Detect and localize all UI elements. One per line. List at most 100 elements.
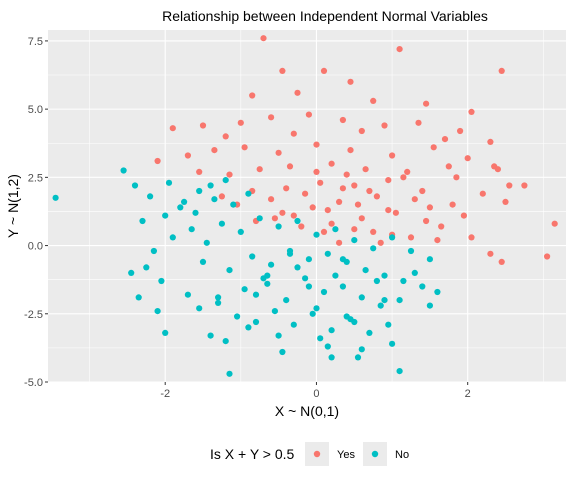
point-yes bbox=[358, 215, 365, 222]
point-yes bbox=[199, 122, 207, 129]
point-yes bbox=[430, 144, 437, 151]
point-no bbox=[328, 354, 335, 361]
point-yes bbox=[498, 67, 505, 74]
point-no bbox=[305, 256, 312, 263]
major-gridlines bbox=[48, 30, 566, 383]
point-yes bbox=[268, 114, 275, 121]
point-yes bbox=[313, 168, 320, 175]
point-yes bbox=[249, 92, 256, 99]
point-no bbox=[313, 305, 320, 312]
legend-title: Is X + Y > 0.5 bbox=[210, 446, 295, 462]
point-yes bbox=[438, 223, 445, 230]
point-no bbox=[305, 283, 312, 290]
point-yes bbox=[351, 182, 358, 189]
point-no bbox=[135, 294, 142, 301]
point-no bbox=[343, 313, 350, 320]
point-yes bbox=[328, 160, 335, 167]
point-yes bbox=[366, 187, 373, 195]
y-axis-title: Y ~ N(1,2) bbox=[5, 174, 21, 238]
point-no bbox=[385, 321, 392, 328]
point-yes bbox=[305, 111, 312, 118]
point-yes bbox=[317, 179, 324, 186]
point-no bbox=[328, 327, 335, 334]
point-no bbox=[426, 302, 433, 309]
point-yes bbox=[343, 171, 350, 178]
point-no bbox=[279, 348, 286, 356]
point-yes bbox=[283, 185, 290, 192]
point-no bbox=[396, 368, 403, 375]
point-no bbox=[199, 258, 207, 265]
point-yes bbox=[309, 204, 316, 211]
point-no bbox=[177, 204, 184, 211]
point-no bbox=[339, 256, 346, 263]
point-no bbox=[252, 318, 260, 326]
point-no bbox=[252, 291, 260, 298]
point-no bbox=[264, 280, 271, 287]
point-yes bbox=[328, 220, 335, 227]
point-no bbox=[286, 250, 294, 257]
point-yes bbox=[218, 193, 225, 200]
point-yes bbox=[279, 67, 286, 74]
point-no bbox=[215, 299, 222, 306]
point-no bbox=[320, 288, 328, 296]
point-yes bbox=[468, 108, 475, 115]
legend-key-yes bbox=[313, 450, 321, 458]
point-no bbox=[400, 277, 407, 285]
point-no bbox=[192, 209, 199, 216]
point-no bbox=[373, 277, 380, 285]
point-yes bbox=[385, 177, 392, 184]
point-no bbox=[131, 182, 139, 189]
point-yes bbox=[392, 209, 399, 216]
point-yes bbox=[339, 185, 346, 192]
point-yes bbox=[279, 209, 286, 216]
point-yes bbox=[260, 35, 267, 42]
point-yes bbox=[434, 237, 441, 244]
point-yes bbox=[487, 250, 494, 257]
point-no bbox=[332, 272, 339, 279]
y-tick-label: 5.0 bbox=[28, 104, 43, 116]
point-yes bbox=[222, 133, 229, 140]
point-yes bbox=[347, 78, 354, 85]
point-yes bbox=[389, 152, 396, 159]
point-no bbox=[419, 283, 426, 290]
point-yes bbox=[351, 226, 358, 233]
point-no bbox=[120, 167, 127, 174]
point-no bbox=[411, 269, 418, 276]
point-yes bbox=[290, 130, 297, 137]
point-no bbox=[218, 220, 225, 227]
point-yes bbox=[411, 196, 418, 203]
point-no bbox=[358, 346, 365, 353]
point-no bbox=[294, 264, 301, 271]
point-yes bbox=[521, 182, 528, 189]
point-yes bbox=[286, 163, 294, 170]
point-no bbox=[245, 324, 252, 331]
point-yes bbox=[298, 223, 305, 230]
point-yes bbox=[339, 116, 346, 124]
y-axis-ticks: -5.0 -2.5 0.0 2.5 5.0 7.5 bbox=[24, 36, 48, 389]
point-no bbox=[188, 226, 195, 233]
point-no bbox=[230, 201, 237, 208]
point-no bbox=[222, 338, 229, 345]
x-axis-ticks: -2 0 2 bbox=[160, 382, 471, 400]
point-yes bbox=[169, 125, 176, 132]
point-yes bbox=[290, 212, 297, 219]
point-yes bbox=[256, 166, 263, 173]
point-yes bbox=[426, 204, 433, 211]
point-yes bbox=[294, 89, 301, 96]
x-tick-label: 2 bbox=[465, 388, 471, 400]
point-no bbox=[317, 335, 324, 342]
point-no bbox=[207, 332, 214, 339]
point-no bbox=[370, 245, 377, 252]
point-yes bbox=[377, 239, 384, 246]
point-yes bbox=[362, 166, 369, 173]
point-yes bbox=[211, 147, 218, 154]
point-no bbox=[389, 234, 396, 241]
point-no bbox=[407, 247, 415, 255]
point-no bbox=[260, 275, 267, 282]
point-yes bbox=[381, 122, 388, 129]
point-no bbox=[181, 198, 188, 205]
point-yes bbox=[449, 201, 456, 208]
point-no bbox=[211, 196, 218, 203]
point-yes bbox=[445, 163, 452, 170]
plot-panel bbox=[48, 30, 566, 382]
